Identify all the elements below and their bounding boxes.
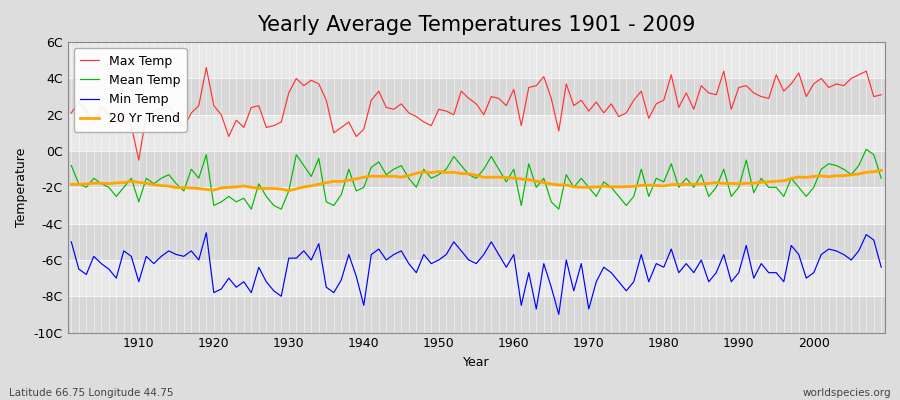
Min Temp (299, 248, 310, 253)
Mean Temp (876, 176, 886, 181)
20 Yr Trend (299, 184, 310, 189)
Max Temp (201, 65, 212, 70)
Mean Temp (344, 167, 355, 172)
Bar (68, 260, 885, 296)
Bar (68, 115, 885, 151)
Title: Yearly Average Temperatures 1901 - 2009: Yearly Average Temperatures 1901 - 2009 (257, 15, 696, 35)
Min Temp (344, 252, 355, 257)
Bar (68, 42, 885, 78)
Max Temp (306, 78, 317, 83)
Text: Latitude 66.75 Longitude 44.75: Latitude 66.75 Longitude 44.75 (9, 388, 174, 398)
20 Yr Trend (516, 177, 526, 182)
Mean Temp (66, 163, 77, 168)
Mean Temp (246, 207, 256, 212)
Bar (68, 187, 885, 224)
Mean Temp (508, 167, 519, 172)
Max Temp (524, 85, 535, 90)
Min Temp (876, 265, 886, 270)
20 Yr Trend (284, 188, 294, 193)
Bar (68, 151, 885, 187)
Min Temp (614, 279, 625, 284)
Max Temp (516, 123, 526, 128)
Legend: Max Temp, Mean Temp, Min Temp, 20 Yr Trend: Max Temp, Mean Temp, Min Temp, 20 Yr Tre… (74, 48, 186, 132)
20 Yr Trend (66, 182, 77, 187)
20 Yr Trend (606, 184, 616, 189)
20 Yr Trend (126, 179, 137, 184)
Max Temp (126, 123, 137, 128)
20 Yr Trend (344, 178, 355, 182)
Y-axis label: Temperature: Temperature (15, 148, 28, 227)
Line: Min Temp: Min Temp (71, 233, 881, 314)
Max Temp (351, 134, 362, 139)
20 Yr Trend (876, 168, 886, 173)
Max Temp (876, 92, 886, 97)
Mean Temp (299, 163, 310, 168)
Mean Temp (516, 203, 526, 208)
Text: worldspecies.org: worldspecies.org (803, 388, 891, 398)
Min Temp (516, 303, 526, 308)
Min Temp (554, 312, 564, 317)
Min Temp (66, 240, 77, 244)
Mean Temp (126, 176, 137, 181)
Mean Temp (861, 147, 872, 152)
Line: Max Temp: Max Temp (71, 68, 881, 160)
Mean Temp (606, 185, 616, 190)
Max Temp (614, 114, 625, 119)
Max Temp (66, 110, 77, 115)
Min Temp (201, 230, 212, 235)
Min Temp (126, 254, 137, 259)
X-axis label: Year: Year (463, 356, 490, 369)
Bar (68, 296, 885, 332)
Line: 20 Yr Trend: 20 Yr Trend (71, 170, 881, 191)
Bar (68, 78, 885, 115)
Bar (68, 224, 885, 260)
Line: Mean Temp: Mean Temp (71, 149, 881, 209)
20 Yr Trend (508, 176, 519, 180)
Min Temp (508, 252, 519, 257)
Max Temp (133, 158, 144, 162)
